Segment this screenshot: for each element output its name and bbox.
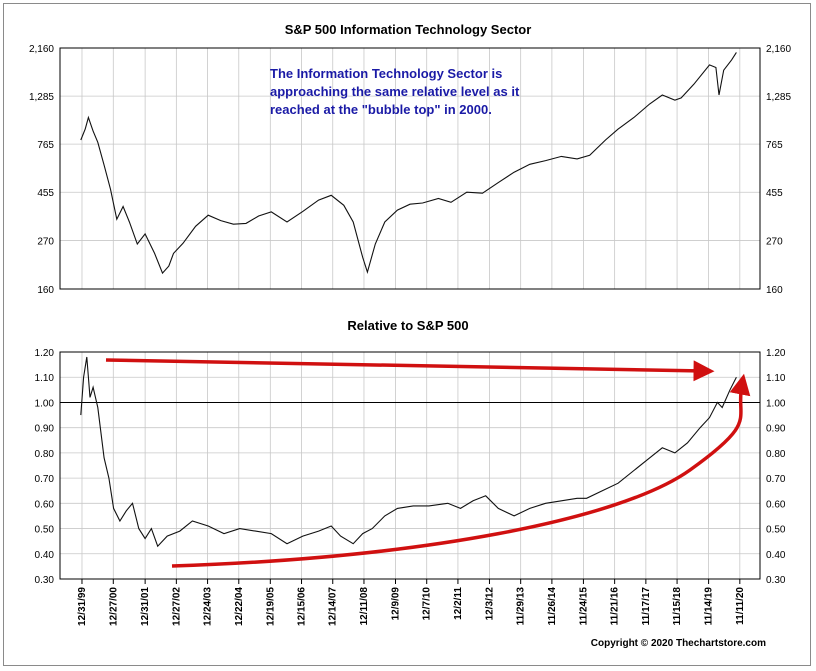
- bottom-y-tick-right: 1.10: [766, 373, 786, 384]
- bottom-y-tick-right: 1.00: [766, 398, 786, 409]
- x-tick-label: 12/14/07: [328, 587, 339, 626]
- top-y-tick-left: 160: [37, 285, 54, 296]
- red-arrow-curve: [171, 373, 751, 568]
- x-tick-label: 12/3/12: [484, 587, 495, 621]
- bottom-y-tick-left: 0.30: [35, 575, 55, 586]
- top-y-tick-right: 270: [766, 237, 783, 248]
- x-tick-label: 11/29/13: [516, 587, 527, 626]
- annotation-line-2: approaching the same relative level as i…: [270, 84, 520, 99]
- bottom-y-tick-right: 0.50: [766, 525, 786, 536]
- bottom-y-tick-left: 1.00: [35, 398, 55, 409]
- copyright-text: Copyright © 2020 Thechartstore.com: [591, 638, 766, 649]
- top-y-tick-right: 160: [766, 285, 783, 296]
- bottom-y-tick-right: 1.20: [766, 348, 786, 359]
- bottom-y-tick-right: 0.40: [766, 550, 786, 561]
- x-tick-label: 11/24/15: [578, 587, 589, 626]
- x-axis-ticks: 12/31/99 12/27/00 12/31/01 12/27/02 12/24/03…: [77, 579, 746, 626]
- x-tick-label: 12/27/02: [171, 587, 182, 626]
- red-arrow-horizontal: [105, 358, 715, 382]
- top-y-tick-left: 1,285: [29, 92, 54, 103]
- x-tick-label: 12/11/08: [359, 587, 370, 626]
- top-chart-series-line: [80, 52, 737, 275]
- x-tick-label: 12/22/04: [234, 587, 245, 626]
- top-y-tick-left: 455: [37, 188, 54, 199]
- bottom-chart-title: Relative to S&P 500: [347, 318, 468, 333]
- top-y-tick-left: 2,160: [29, 44, 54, 55]
- x-tick-label: 11/17/17: [641, 587, 652, 626]
- annotation-line-3: reached at the "bubble top" in 2000.: [270, 102, 492, 117]
- bottom-y-tick-left: 0.60: [35, 499, 55, 510]
- bottom-y-tick-left: 0.40: [35, 550, 55, 561]
- top-y-tick-left: 270: [37, 237, 54, 248]
- x-tick-label: 12/9/09: [390, 587, 401, 621]
- bottom-y-tick-left: 1.10: [35, 373, 55, 384]
- x-tick-label: 11/26/14: [547, 587, 558, 626]
- chart-frame: [3, 3, 811, 666]
- x-tick-label: 11/14/19: [704, 587, 715, 626]
- x-tick-label: 12/15/06: [297, 587, 308, 626]
- bottom-y-tick-right: 0.80: [766, 449, 786, 460]
- bottom-y-tick-left: 1.20: [35, 348, 55, 359]
- x-tick-label: 11/11/20: [735, 587, 746, 625]
- bottom-chart-series-line: [80, 356, 737, 548]
- annotation-line-1: The Information Technology Sector is: [270, 66, 502, 81]
- top-chart-title: S&P 500 Information Technology Sector: [285, 22, 532, 37]
- top-chart-annotation: The Information Technology Sector is app…: [270, 66, 520, 117]
- x-tick-label: 12/2/11: [453, 587, 464, 620]
- bottom-chart-y-ticks: 0.30 0.30 0.40 0.40 0.50 0.50 0.60 0.60 0.70 0.70…: [35, 348, 786, 586]
- bottom-y-tick-left: 0.50: [35, 525, 55, 536]
- x-tick-label: 12/7/10: [422, 587, 433, 621]
- top-y-tick-left: 765: [37, 140, 54, 151]
- x-tick-label: 11/15/18: [672, 587, 683, 626]
- top-y-tick-right: 1,285: [766, 92, 791, 103]
- top-chart-grid: [60, 47, 760, 290]
- x-tick-label: 12/19/05: [265, 587, 276, 626]
- bottom-y-tick-left: 0.90: [35, 424, 55, 435]
- top-y-tick-right: 2,160: [766, 44, 791, 55]
- x-tick-label: 12/31/01: [140, 587, 151, 626]
- top-chart-plot-area: [59, 47, 761, 290]
- bottom-y-tick-right: 0.90: [766, 424, 786, 435]
- top-y-tick-right: 765: [766, 140, 783, 151]
- x-tick-label: 11/21/16: [610, 587, 621, 626]
- x-tick-label: 12/24/03: [203, 587, 214, 626]
- bottom-y-tick-right: 0.60: [766, 499, 786, 510]
- x-tick-label: 12/27/00: [108, 587, 119, 626]
- x-tick-label: 12/31/99: [77, 587, 88, 626]
- top-chart-y-ticks: 160 160 270 270 455 455 765 765 1,285 1,285 2,160 2…: [29, 44, 791, 296]
- bottom-y-tick-right: 0.70: [766, 474, 786, 485]
- bottom-chart-grid: [60, 351, 760, 580]
- bottom-chart-plot-area: [59, 351, 761, 580]
- top-y-tick-right: 455: [766, 188, 783, 199]
- bottom-y-tick-right: 0.30: [766, 575, 786, 586]
- bottom-y-tick-left: 0.70: [35, 474, 55, 485]
- bottom-y-tick-left: 0.80: [35, 449, 55, 460]
